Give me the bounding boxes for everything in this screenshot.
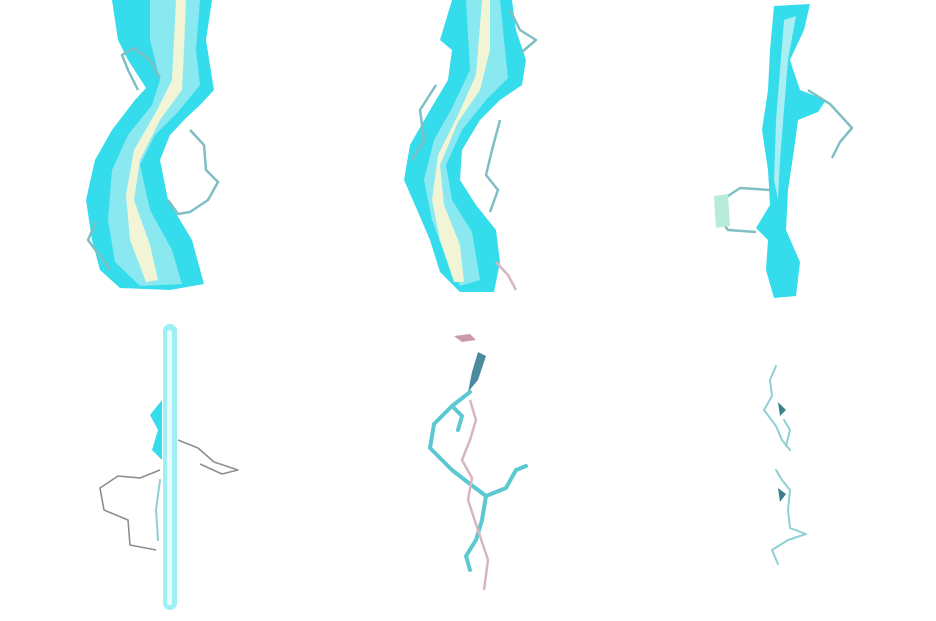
bolt-branch bbox=[495, 261, 518, 291]
bolt-path bbox=[783, 419, 791, 447]
bolt-branch bbox=[807, 88, 854, 159]
bolt-fragment bbox=[454, 334, 476, 342]
bolt-flare bbox=[714, 194, 730, 228]
bolt-path bbox=[763, 365, 791, 451]
bolt-path bbox=[450, 404, 464, 432]
bolt-shadow bbox=[460, 399, 490, 591]
bolt-fragment bbox=[778, 488, 786, 502]
bolt-branch bbox=[99, 469, 161, 551]
bolt-body bbox=[756, 4, 826, 298]
bolt-fragment bbox=[468, 352, 486, 392]
bolt-mid bbox=[774, 16, 796, 200]
lightning-sprite-3 bbox=[714, 4, 854, 298]
bolt-branch bbox=[120, 46, 162, 91]
bolt-core bbox=[167, 330, 172, 605]
bolt-path bbox=[771, 469, 807, 565]
bolt-path bbox=[464, 494, 488, 572]
bolt-branch bbox=[86, 221, 112, 271]
bolt-branch bbox=[410, 84, 438, 161]
bolt-fragment bbox=[778, 402, 786, 416]
lightning-sprite-1 bbox=[86, 0, 220, 290]
lightning-sprite-4 bbox=[99, 324, 239, 610]
bolt-branch bbox=[177, 439, 239, 475]
bolt-spark bbox=[150, 400, 162, 460]
lightning-sprite-5 bbox=[428, 334, 528, 591]
bolt-branch bbox=[508, 9, 538, 53]
bolt-core bbox=[432, 0, 490, 282]
lightning-sprite-2 bbox=[404, 0, 538, 292]
bolt-path bbox=[428, 390, 528, 498]
bolt-branch bbox=[484, 119, 502, 213]
bolt-branch bbox=[166, 129, 220, 216]
bolt-core bbox=[126, 0, 186, 282]
bolt-branch bbox=[155, 479, 161, 541]
lightning-sprite-6 bbox=[763, 365, 807, 565]
